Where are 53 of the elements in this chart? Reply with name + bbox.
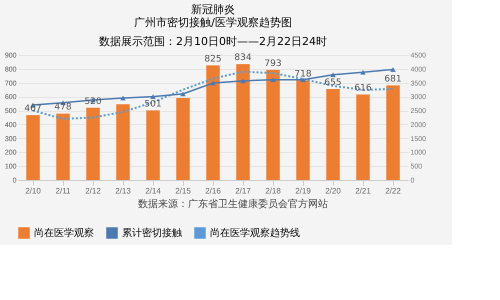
data-label: 467 <box>24 104 42 114</box>
bar <box>296 80 310 180</box>
point <box>150 94 156 100</box>
point <box>360 70 366 75</box>
point <box>120 96 126 100</box>
legend-label: 尚在医学观察趋势线 <box>210 227 300 239</box>
x-tick-label: 2/19 <box>295 186 312 196</box>
x-tick-label: 2/22 <box>385 186 402 196</box>
bar <box>56 114 70 180</box>
legend-label: 累计密切接触 <box>122 227 182 239</box>
x-tick-label: 2/15 <box>175 186 192 196</box>
source-note: 数据来源：广东省卫生健康委员会官方网站 <box>138 198 328 210</box>
data-label: 478 <box>54 102 72 113</box>
x-tick-label: 2/11 <box>56 186 72 196</box>
bar <box>26 115 40 180</box>
bar <box>146 110 160 180</box>
bar <box>356 94 370 180</box>
data-label: 681 <box>384 74 402 84</box>
bar <box>386 85 400 180</box>
text: 广州市密切接触/医学观察趋势图 <box>134 16 292 29</box>
data-label: 655 <box>324 78 342 88</box>
point <box>240 78 246 84</box>
data-label: 825 <box>204 54 222 64</box>
point <box>210 80 216 86</box>
x-tick-label: 2/18 <box>265 186 282 196</box>
bar <box>206 65 220 180</box>
data-label: 718 <box>294 69 312 80</box>
x-tick-label: 2/21 <box>355 186 372 196</box>
chart-subtitle: 数据展示范围：2月10日0时——2月22日24时 <box>99 35 327 48</box>
bar <box>266 70 280 180</box>
point <box>270 77 276 82</box>
x-tick-label: 2/20 <box>325 186 342 196</box>
x-tick-label: 2/17 <box>235 186 252 196</box>
x-tick-label: 2/13 <box>115 186 132 196</box>
x-tick-label: 2/14 <box>145 186 162 196</box>
bar <box>86 108 100 180</box>
bar <box>326 89 340 180</box>
point <box>300 77 306 82</box>
legend-label: 尚在医学观察 <box>34 227 94 239</box>
text: 新冠肺炎 <box>191 3 235 16</box>
data-label: 834 <box>234 53 252 64</box>
data-label: 793 <box>264 58 282 69</box>
point <box>180 92 186 96</box>
x-tick-label: 2/16 <box>205 186 222 196</box>
point <box>390 67 396 72</box>
x-tick-label: 2/12 <box>85 186 102 196</box>
bar <box>236 64 250 180</box>
data-label: 616 <box>354 83 372 94</box>
x-tick-label: 2/10 <box>25 186 42 196</box>
bar <box>116 104 130 180</box>
point <box>330 72 336 78</box>
bar <box>176 98 190 180</box>
data-label: 501 <box>144 99 162 110</box>
